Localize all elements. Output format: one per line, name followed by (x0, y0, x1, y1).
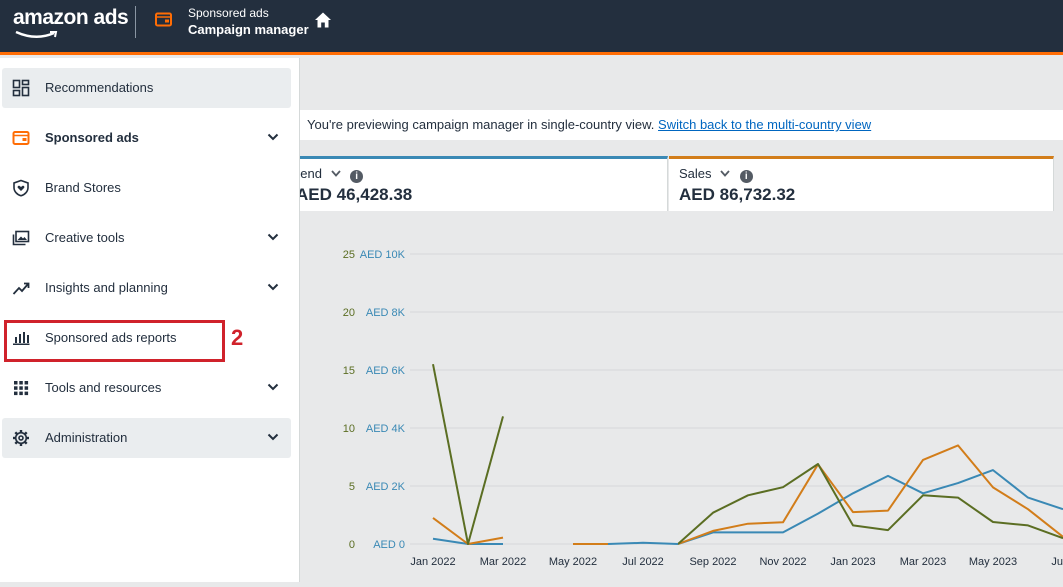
spend-metric-card[interactable]: pend i AED 46,428.38 (293, 156, 668, 211)
brand-subtitle: Sponsored ads (188, 6, 269, 20)
sidebar-item-administration[interactable]: Administration (2, 418, 291, 458)
amazon-ads-logo[interactable]: amazon ads (13, 6, 129, 29)
switch-multi-country-link[interactable]: Switch back to the multi-country view (658, 117, 872, 132)
y-left-tick-label: 10 (343, 423, 355, 435)
y-right-tick-label: AED 0 (373, 539, 405, 551)
sidebar-item-sponsored-ads[interactable]: Sponsored ads (2, 118, 291, 158)
performance-line-chart: 0 AED 0 5 AED 2K 10 AED 4K 15 AED 6K 20 AED 8K 25 A… (343, 249, 1063, 568)
sidebar-item-sponsored-ads-reports[interactable]: Sponsored ads reports (2, 318, 291, 358)
header-divider (135, 6, 136, 38)
performance-chart: 0 AED 0 5 AED 2K 10 AED 4K 15 AED 6K 20 AED 8K 25 A… (300, 211, 1063, 582)
wallet-icon (155, 12, 172, 27)
y-left-tick-label: 25 (343, 249, 355, 261)
sales-metric-label-row[interactable]: Sales i (679, 166, 753, 183)
annotation-highlight-box (4, 320, 225, 362)
info-icon[interactable]: i (739, 170, 753, 183)
x-tick-label: May 2023 (969, 556, 1017, 568)
x-tick-label: May 2022 (549, 556, 597, 568)
x-tick-label: Sep 2022 (689, 556, 736, 568)
y-right-tick-label: AED 4K (366, 423, 406, 435)
gallery-icon (12, 230, 30, 246)
y-left-tick-label: 5 (349, 481, 355, 493)
sidebar-item-brand-stores[interactable]: Brand Stores (2, 168, 291, 208)
y-right-tick-label: AED 8K (366, 307, 406, 319)
x-tick-label: Nov 2022 (759, 556, 806, 568)
sales-metric-label: Sales (679, 166, 712, 181)
home-icon[interactable] (314, 11, 332, 29)
y-left-tick-label: 20 (343, 307, 355, 319)
dashboard-icon (12, 79, 30, 97)
sidebar-item-recommendations[interactable]: Recommendations (2, 68, 291, 108)
sidebar-item-tools-and-resources[interactable]: Tools and resources (2, 368, 291, 408)
content-header-area (300, 58, 1063, 110)
chevron-down-icon[interactable] (330, 170, 341, 177)
chevron-down-icon[interactable] (267, 383, 279, 391)
x-tick-label: Mar 2022 (480, 556, 526, 568)
sidebar-item-label: Recommendations (45, 80, 154, 95)
sidebar-item-label: Administration (45, 430, 128, 445)
x-tick-label: Jan 2022 (410, 556, 455, 568)
series-line-orders (677, 463, 1063, 545)
spend-metric-value: AED 46,428.38 (296, 185, 413, 204)
chevron-down-icon[interactable] (267, 133, 279, 141)
amazon-smile-icon (15, 30, 58, 38)
chevron-down-icon[interactable] (267, 233, 279, 241)
wallet-icon (12, 131, 30, 145)
x-tick-label: Mar 2023 (900, 556, 946, 568)
sidebar-item-label: Creative tools (45, 230, 125, 245)
sales-metric-card[interactable]: Sales i AED 86,732.32 (669, 156, 1054, 211)
y-left-tick-label: 0 (349, 539, 355, 551)
sidebar-item-label: Sponsored ads reports (45, 330, 177, 345)
top-navigation-bar: amazon ads Sponsored ads Campaign manage… (0, 0, 1063, 55)
series-line-orders (432, 364, 504, 545)
x-tick-label: Jul 2022 (622, 556, 664, 568)
bar-chart-icon (13, 332, 30, 345)
chevron-down-icon[interactable] (720, 170, 730, 177)
sidebar-item-creative-tools[interactable]: Creative tools (2, 218, 291, 258)
spend-metric-label-row[interactable]: pend i (293, 166, 364, 183)
single-country-banner: You're previewing campaign manager in si… (300, 110, 1063, 140)
grid-icon (14, 381, 29, 396)
shield-icon (13, 179, 29, 197)
x-tick-label: Jan 2023 (830, 556, 875, 568)
y-right-tick-label: AED 2K (366, 481, 406, 493)
trend-icon (12, 282, 30, 295)
y-right-tick-label: AED 10K (360, 249, 406, 261)
banner-text: You're previewing campaign manager in si… (307, 117, 655, 132)
gear-icon (13, 430, 29, 446)
series-line-spend (677, 469, 1063, 545)
spend-metric-label: pend (293, 166, 322, 181)
chevron-down-icon[interactable] (267, 283, 279, 291)
y-right-tick-label: AED 6K (366, 365, 406, 377)
y-left-tick-label: 15 (343, 365, 355, 377)
sidebar-item-insights-and-planning[interactable]: Insights and planning (2, 268, 291, 308)
chevron-down-icon[interactable] (267, 433, 279, 441)
annotation-step-number: 2 (231, 325, 244, 350)
sidebar-item-label: Tools and resources (45, 380, 162, 395)
sales-metric-value: AED 86,732.32 (679, 185, 796, 204)
sidebar-item-label: Brand Stores (45, 180, 121, 195)
info-icon[interactable]: i (350, 170, 364, 183)
sidebar-item-label: Insights and planning (45, 280, 168, 295)
sidebar-item-label: Sponsored ads (45, 130, 139, 145)
series-line-baseline (607, 541, 679, 545)
series-line-sales (677, 444, 1063, 545)
brand-title: Campaign manager (188, 22, 309, 37)
x-tick-label: Jul 2 (1051, 556, 1063, 568)
